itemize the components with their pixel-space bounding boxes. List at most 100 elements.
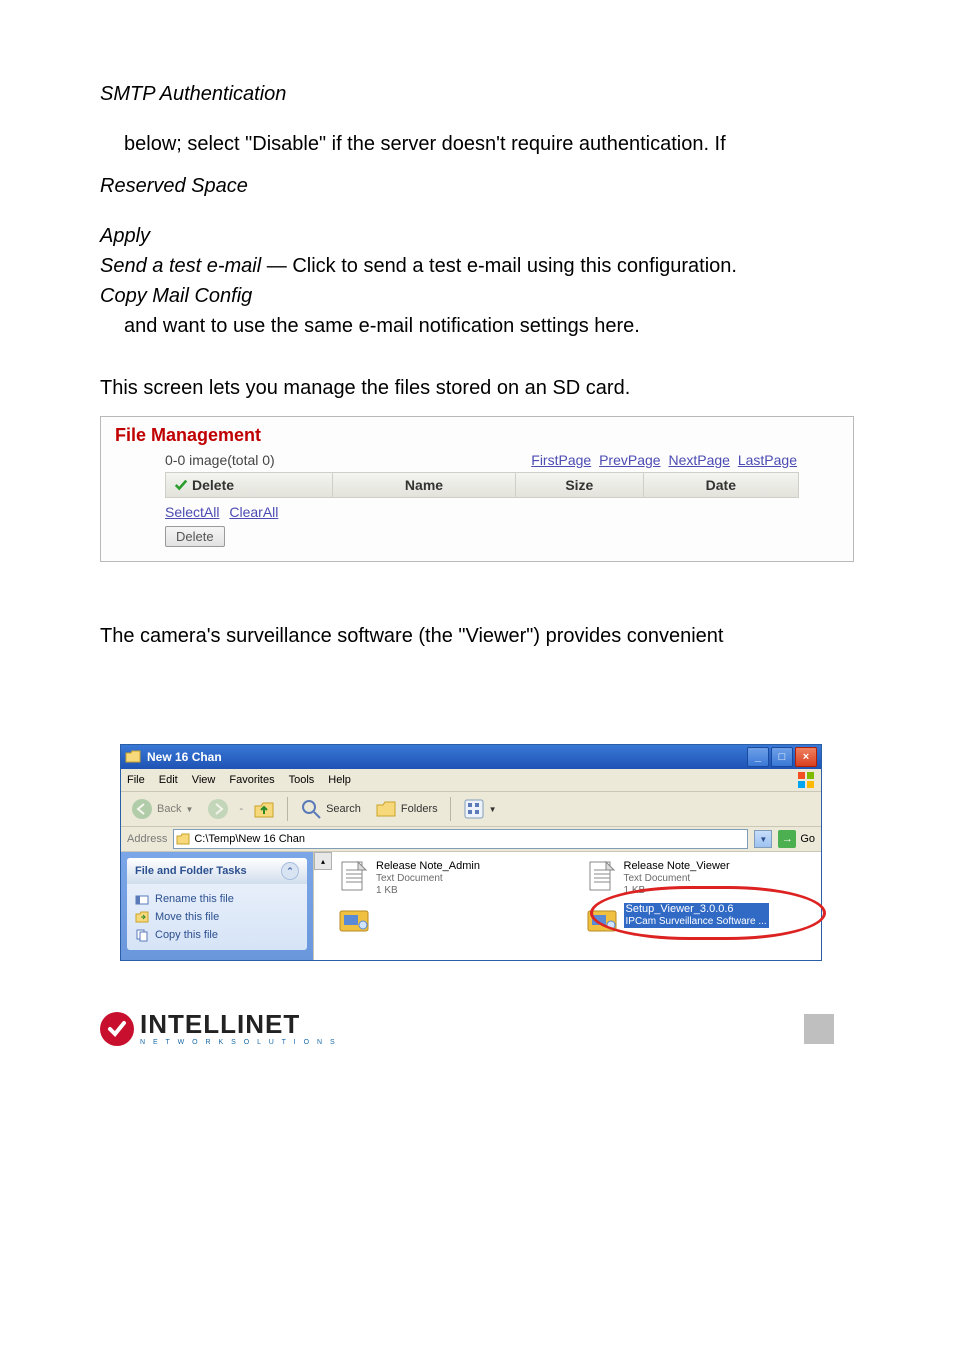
last-page-link[interactable]: LastPage — [738, 452, 797, 468]
menu-file[interactable]: File — [127, 774, 145, 786]
go-button[interactable]: → Go — [778, 830, 815, 848]
up-button[interactable] — [249, 796, 279, 822]
check-icon — [174, 478, 188, 492]
minimize-button[interactable]: _ — [747, 747, 769, 767]
copy-icon — [135, 928, 149, 942]
task-copy[interactable]: Copy this file — [135, 926, 299, 944]
file-type: IPCam Surveillance Software ... — [624, 916, 769, 928]
image-count-label: 0-0 image(total 0) — [165, 452, 529, 468]
folder-open-icon — [125, 750, 141, 764]
file-grid: Release Note_Admin Text Document 1 KB Re… — [314, 852, 821, 943]
logo-mark-icon — [100, 1012, 134, 1046]
first-page-link[interactable]: FirstPage — [531, 452, 591, 468]
col-delete-label: Delete — [192, 477, 234, 493]
col-name[interactable]: Name — [333, 473, 516, 497]
folders-button[interactable]: Folders — [371, 796, 442, 822]
task-move[interactable]: Move this file — [135, 908, 299, 926]
file-table-header: Delete Name Size Date — [165, 472, 799, 498]
explorer-window: New 16 Chan _ □ × File Edit View Favorit… — [120, 744, 822, 961]
file-name: Release Note_Viewer — [624, 860, 730, 873]
file-folder-tasks-panel: File and Folder Tasks ⌃ Rename this file… — [127, 858, 307, 950]
text-file-icon — [338, 860, 370, 892]
heading-apply: Apply — [100, 222, 854, 250]
explorer-menubar: File Edit View Favorites Tools Help — [121, 769, 821, 792]
explorer-addressbar: Address C:\Temp\New 16 Chan ▼ → Go — [121, 827, 821, 852]
task-panel-header[interactable]: File and Folder Tasks ⌃ — [127, 858, 307, 884]
file-item[interactable]: Release Note_Admin Text Document 1 KB — [338, 860, 566, 897]
text-sd-card: This screen lets you manage the files st… — [100, 374, 854, 402]
text-send-test: Send a test e-mail — Click to send a tes… — [100, 252, 854, 280]
pagination-links: FirstPage PrevPage NextPage LastPage — [529, 452, 799, 468]
scroll-up-button[interactable]: ▴ — [314, 852, 332, 870]
task-panel-list: Rename this file Move this file Copy thi… — [127, 884, 307, 950]
address-value: C:\Temp\New 16 Chan — [194, 833, 305, 845]
folder-up-icon — [253, 798, 275, 820]
explorer-content: ▴ Release Note_Admin Text Document 1 KB — [313, 852, 821, 960]
explorer-toolbar: Back ▼ - Search Folders ▼ — [121, 792, 821, 827]
close-button[interactable]: × — [795, 747, 817, 767]
heading-smtp-auth: SMTP Authentication — [100, 80, 854, 108]
menu-favorites[interactable]: Favorites — [229, 774, 274, 786]
views-drop-icon: ▼ — [489, 805, 497, 814]
search-button[interactable]: Search — [296, 796, 365, 822]
folders-icon — [375, 798, 397, 820]
task-move-label: Move this file — [155, 911, 219, 923]
move-icon — [135, 910, 149, 924]
task-rename[interactable]: Rename this file — [135, 890, 299, 908]
maximize-button[interactable]: □ — [771, 747, 793, 767]
address-dropdown[interactable]: ▼ — [754, 830, 772, 848]
toolbar-dash: - — [239, 803, 243, 815]
file-item[interactable] — [338, 903, 566, 935]
folder-icon — [176, 833, 190, 845]
brand-logo: INTELLINET N E T W O R K S O L U T I O N… — [100, 1011, 338, 1046]
clear-all-link[interactable]: ClearAll — [229, 504, 278, 520]
file-type: Text Document — [376, 873, 480, 885]
search-icon — [300, 798, 322, 820]
text-copy-mail-desc: and want to use the same e-mail notifica… — [100, 312, 854, 340]
heading-reserved-space: Reserved Space — [100, 172, 854, 200]
logo-main-text: INTELLINET — [140, 1011, 338, 1037]
search-label: Search — [326, 803, 361, 815]
file-item-selected[interactable]: Setup_Viewer_3.0.0.6 IPCam Surveillance … — [586, 903, 814, 935]
explorer-body: File and Folder Tasks ⌃ Rename this file… — [121, 852, 821, 960]
go-label: Go — [800, 833, 815, 845]
back-drop-icon: ▼ — [185, 805, 193, 814]
back-label: Back — [157, 803, 181, 815]
col-delete[interactable]: Delete — [166, 473, 333, 497]
forward-button[interactable] — [203, 796, 233, 822]
explorer-titlebar[interactable]: New 16 Chan _ □ × — [121, 745, 821, 769]
file-name: Setup_Viewer_3.0.0.6 — [624, 903, 769, 916]
file-management-panel: File Management 0-0 image(total 0) First… — [100, 416, 854, 562]
task-panel-title: File and Folder Tasks — [135, 865, 247, 877]
collapse-icon: ⌃ — [281, 862, 299, 880]
folders-label: Folders — [401, 803, 438, 815]
text-file-icon — [586, 860, 618, 892]
label-send-test: Send a test e-mail — [100, 255, 261, 277]
prev-page-link[interactable]: PrevPage — [599, 452, 660, 468]
text-smtp-desc: below; select "Disable" if the server do… — [100, 130, 854, 158]
views-button[interactable]: ▼ — [459, 796, 501, 822]
views-icon — [463, 798, 485, 820]
chevron-down-icon: ▼ — [759, 835, 767, 844]
explorer-sidebar: File and Folder Tasks ⌃ Rename this file… — [121, 852, 313, 960]
menu-view[interactable]: View — [192, 774, 216, 786]
menu-edit[interactable]: Edit — [159, 774, 178, 786]
file-management-title: File Management — [115, 425, 839, 446]
menu-tools[interactable]: Tools — [289, 774, 315, 786]
back-button[interactable]: Back ▼ — [127, 796, 197, 822]
col-size[interactable]: Size — [516, 473, 644, 497]
address-label: Address — [127, 833, 167, 845]
file-size: 1 KB — [624, 885, 730, 897]
next-page-link[interactable]: NextPage — [668, 452, 729, 468]
windows-flag-icon — [797, 771, 815, 789]
address-field[interactable]: C:\Temp\New 16 Chan — [173, 829, 748, 849]
menu-help[interactable]: Help — [328, 774, 351, 786]
delete-button[interactable]: Delete — [165, 526, 225, 547]
select-all-link[interactable]: SelectAll — [165, 504, 219, 520]
logo-sub-text: N E T W O R K S O L U T I O N S — [140, 1039, 338, 1046]
task-rename-label: Rename this file — [155, 893, 234, 905]
file-item[interactable]: Release Note_Viewer Text Document 1 KB — [586, 860, 814, 897]
text-viewer-intro: The camera's surveillance software (the … — [100, 622, 854, 650]
col-date[interactable]: Date — [644, 473, 798, 497]
text-send-test-rest: — Click to send a test e-mail using this… — [261, 255, 737, 277]
